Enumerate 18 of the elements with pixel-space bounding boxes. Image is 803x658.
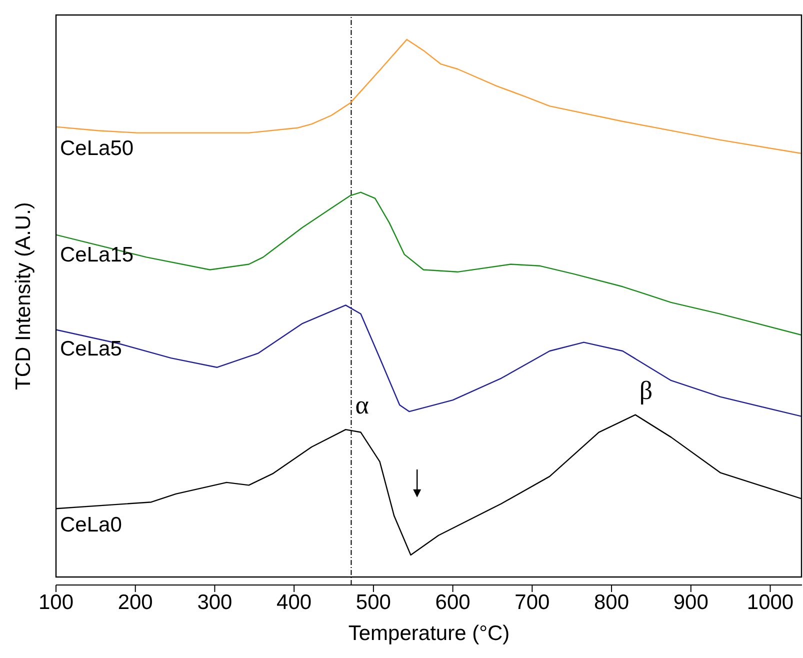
x-tick-label: 200 — [118, 590, 153, 614]
series-label: CeLa0 — [60, 514, 122, 537]
x-axis-title: Temperature (°C) — [348, 622, 510, 645]
y-axis-title: TCD Intensity (A.U.) — [12, 202, 35, 390]
series-label: CeLa15 — [60, 244, 134, 267]
x-tick-label: 700 — [514, 590, 550, 614]
annotation: β — [639, 376, 653, 406]
x-tick-label: 1000 — [746, 590, 794, 614]
x-tick-label: 800 — [594, 590, 630, 614]
x-tick-label: 900 — [673, 590, 708, 614]
x-tick-label: 100 — [38, 590, 74, 614]
series-label: CeLa5 — [60, 337, 122, 360]
series-label: CeLa50 — [60, 137, 134, 160]
x-tick-label: 400 — [276, 590, 312, 614]
annotation: α — [355, 390, 370, 420]
x-tick-label: 500 — [356, 590, 391, 614]
x-tick-label: 600 — [435, 590, 470, 614]
x-tick-label: 300 — [197, 590, 232, 614]
